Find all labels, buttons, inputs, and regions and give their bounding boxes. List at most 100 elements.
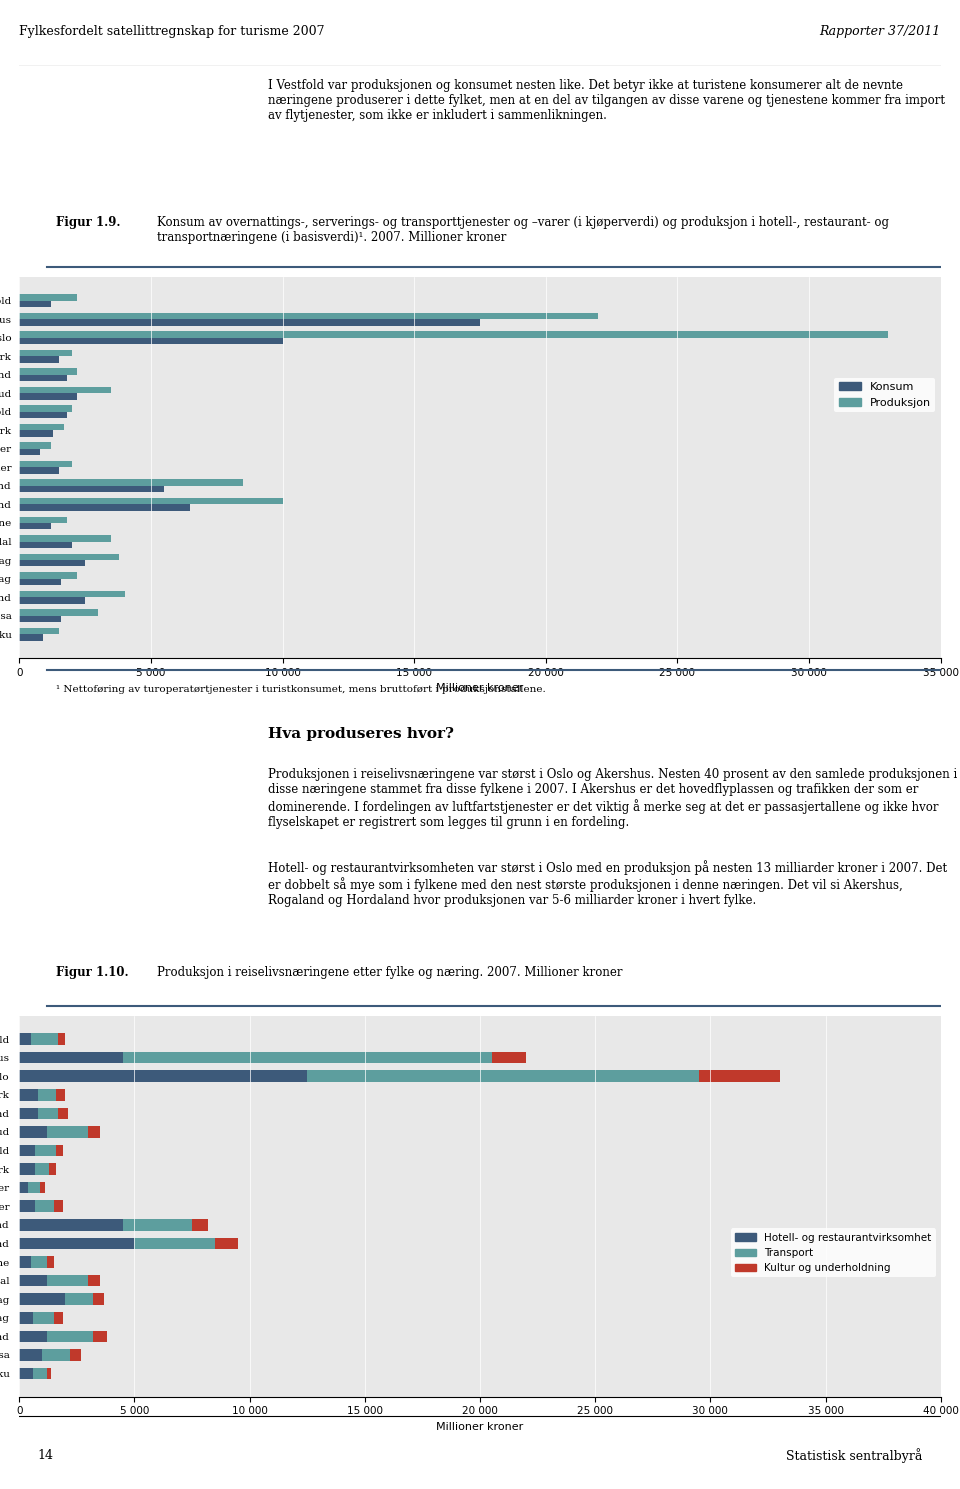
Bar: [19, 1126, 47, 1138]
Bar: [36, 1200, 54, 1212]
Bar: [31, 1257, 47, 1267]
Bar: [19, 1071, 307, 1083]
Bar: [19, 295, 77, 301]
Bar: [19, 405, 72, 412]
Bar: [37, 1108, 59, 1120]
Bar: [19, 462, 72, 468]
Text: ¹ Nettoføring av turoperatørtjenester i turistkonsumet, mens bruttoført i produk: ¹ Nettoføring av turoperatørtjenester i …: [56, 685, 546, 694]
Bar: [123, 1051, 492, 1063]
Bar: [19, 1368, 33, 1379]
Bar: [19, 338, 282, 344]
Bar: [19, 505, 190, 511]
Bar: [19, 579, 61, 585]
Bar: [33, 1368, 47, 1379]
Bar: [215, 1237, 238, 1249]
Bar: [56, 1088, 65, 1100]
Bar: [134, 1237, 215, 1249]
Bar: [19, 1312, 33, 1324]
Text: Fylkesfordelt satellittregnskap for turisme 2007: Fylkesfordelt satellittregnskap for turi…: [19, 25, 324, 39]
Text: Konsum av overnattings-, serverings- og transporttjenester og –varer (i kjøperve: Konsum av overnattings-, serverings- og …: [157, 216, 889, 244]
Bar: [49, 1163, 56, 1175]
Bar: [47, 1331, 93, 1342]
Bar: [19, 497, 282, 505]
Text: Hotell- og restaurantvirksomheten var størst i Oslo med en produksjon på nesten : Hotell- og restaurantvirksomheten var st…: [268, 859, 948, 907]
Text: Rapporter 37/2011: Rapporter 37/2011: [820, 25, 941, 39]
Bar: [19, 1237, 134, 1249]
Bar: [19, 627, 59, 634]
Bar: [19, 448, 40, 456]
Bar: [19, 560, 85, 566]
Bar: [19, 523, 51, 530]
Bar: [19, 609, 98, 615]
Bar: [54, 1200, 63, 1212]
Bar: [93, 1331, 107, 1342]
Bar: [19, 313, 598, 319]
Bar: [47, 1275, 88, 1286]
Text: Figur 1.9.: Figur 1.9.: [56, 216, 121, 229]
Legend: Konsum, Produksjon: Konsum, Produksjon: [834, 378, 935, 412]
Bar: [192, 1219, 208, 1230]
Bar: [19, 1331, 47, 1342]
Bar: [123, 1219, 192, 1230]
Bar: [19, 1219, 123, 1230]
Bar: [19, 368, 77, 375]
Bar: [19, 468, 59, 474]
X-axis label: Millioner kroner: Millioner kroner: [437, 683, 523, 694]
Bar: [19, 1163, 36, 1175]
Bar: [19, 393, 77, 401]
Bar: [19, 615, 61, 622]
Legend: Hotell- og restaurantvirksomhet, Transport, Kultur og underholdning: Hotell- og restaurantvirksomhet, Transpo…: [731, 1228, 936, 1278]
Text: Produksjonen i reiselivsnæringene var størst i Oslo og Akershus. Nesten 40 prose: Produksjonen i reiselivsnæringene var st…: [268, 768, 957, 828]
Bar: [19, 1182, 29, 1194]
Bar: [19, 485, 164, 493]
Bar: [65, 1294, 93, 1304]
Bar: [29, 1182, 40, 1194]
Text: 14: 14: [37, 1449, 54, 1462]
Bar: [19, 479, 243, 485]
Bar: [19, 572, 77, 579]
Bar: [54, 1312, 63, 1324]
Bar: [19, 319, 480, 326]
Bar: [19, 1294, 65, 1304]
Bar: [19, 375, 66, 381]
Bar: [19, 1200, 36, 1212]
Bar: [19, 412, 66, 418]
Bar: [31, 1033, 59, 1045]
Bar: [19, 517, 66, 523]
Text: Figur 1.10.: Figur 1.10.: [56, 966, 129, 978]
Bar: [19, 1275, 47, 1286]
Text: Hva produseres hvor?: Hva produseres hvor?: [268, 727, 454, 742]
Bar: [88, 1126, 100, 1138]
Bar: [307, 1071, 699, 1083]
Bar: [19, 591, 125, 597]
Bar: [19, 356, 59, 363]
Bar: [19, 1349, 42, 1361]
Text: Statistisk sentralbyrå: Statistisk sentralbyrå: [786, 1447, 923, 1462]
Bar: [19, 554, 119, 560]
Bar: [36, 1145, 56, 1157]
Bar: [19, 1108, 37, 1120]
Bar: [19, 535, 111, 542]
Bar: [59, 1108, 67, 1120]
Bar: [47, 1368, 52, 1379]
Bar: [59, 1033, 65, 1045]
Text: I Vestfold var produksjonen og konsumet nesten like. Det betyr ikke at turistene: I Vestfold var produksjonen og konsumet …: [268, 79, 945, 122]
Bar: [19, 332, 888, 338]
Bar: [42, 1349, 70, 1361]
Bar: [19, 1088, 37, 1100]
Bar: [19, 1145, 36, 1157]
Bar: [70, 1349, 82, 1361]
Bar: [19, 301, 51, 307]
Bar: [36, 1163, 49, 1175]
Bar: [19, 597, 85, 603]
Bar: [37, 1088, 56, 1100]
Bar: [19, 634, 43, 640]
Bar: [19, 387, 111, 393]
Bar: [19, 442, 51, 448]
X-axis label: Millioner kroner: Millioner kroner: [437, 1422, 523, 1432]
Bar: [56, 1145, 63, 1157]
Bar: [40, 1182, 44, 1194]
Bar: [93, 1294, 105, 1304]
Bar: [19, 430, 54, 436]
Text: Produksjon i reiselivsnæringene etter fylke og næring. 2007. Millioner kroner: Produksjon i reiselivsnæringene etter fy…: [157, 966, 623, 978]
